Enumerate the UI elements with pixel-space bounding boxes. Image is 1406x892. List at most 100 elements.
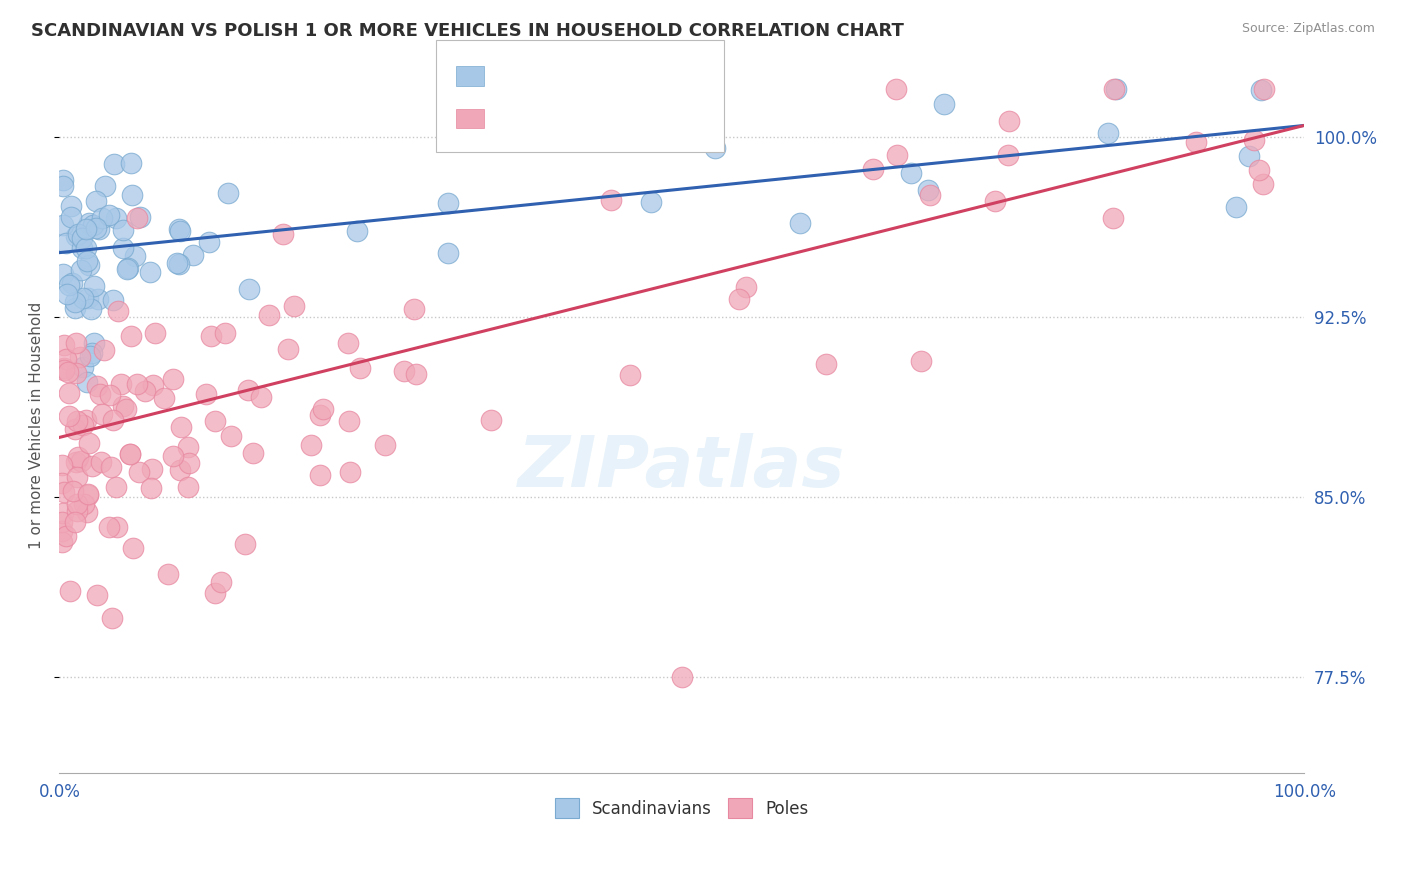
Point bbox=[107, 304, 129, 318]
Point bbox=[75, 241, 97, 255]
Point bbox=[349, 361, 371, 376]
Point bbox=[100, 460, 122, 475]
Point bbox=[309, 408, 332, 422]
Point bbox=[1247, 162, 1270, 177]
Point bbox=[169, 420, 191, 434]
Point bbox=[437, 246, 460, 260]
Point bbox=[77, 292, 100, 306]
Point bbox=[920, 187, 942, 202]
Point bbox=[886, 147, 908, 161]
Point bbox=[312, 401, 335, 416]
Point bbox=[339, 465, 361, 479]
Point bbox=[209, 575, 232, 590]
Point bbox=[299, 438, 322, 452]
Point bbox=[65, 294, 87, 309]
Point bbox=[112, 399, 135, 413]
Point bbox=[1253, 82, 1275, 96]
Point bbox=[162, 449, 184, 463]
Point bbox=[66, 504, 89, 518]
Point bbox=[58, 365, 80, 379]
Point bbox=[66, 414, 89, 428]
Point bbox=[156, 566, 179, 581]
Point bbox=[122, 541, 145, 556]
Point bbox=[115, 401, 138, 416]
Point bbox=[734, 279, 756, 293]
Point bbox=[728, 293, 751, 307]
Point bbox=[169, 224, 191, 238]
Point bbox=[98, 388, 121, 402]
Point bbox=[599, 194, 621, 208]
Point bbox=[65, 335, 87, 350]
Point bbox=[72, 291, 94, 305]
Point bbox=[910, 354, 932, 368]
Text: R = 0.506   N =  73: R = 0.506 N = 73 bbox=[494, 65, 669, 83]
Point bbox=[51, 458, 73, 473]
Point bbox=[69, 351, 91, 365]
Y-axis label: 1 or more Vehicles in Household: 1 or more Vehicles in Household bbox=[30, 301, 44, 549]
Point bbox=[94, 178, 117, 193]
Point bbox=[67, 227, 90, 242]
Point bbox=[52, 268, 75, 282]
Point bbox=[271, 227, 294, 242]
Point bbox=[51, 534, 73, 549]
Point bbox=[437, 195, 460, 210]
Point bbox=[65, 515, 87, 529]
Point bbox=[346, 224, 368, 238]
Point bbox=[120, 329, 142, 343]
Point bbox=[53, 363, 76, 377]
Point bbox=[97, 520, 120, 534]
Point bbox=[58, 584, 80, 599]
Point bbox=[65, 455, 87, 469]
Point bbox=[900, 166, 922, 180]
Point bbox=[259, 308, 281, 322]
Point bbox=[233, 537, 256, 551]
Point bbox=[53, 360, 76, 375]
Point bbox=[80, 345, 103, 359]
Point bbox=[1237, 148, 1260, 162]
Point bbox=[214, 326, 236, 341]
Point bbox=[52, 173, 75, 187]
Point bbox=[58, 409, 80, 423]
Point bbox=[51, 475, 73, 490]
Text: SCANDINAVIAN VS POLISH 1 OR MORE VEHICLES IN HOUSEHOLD CORRELATION CHART: SCANDINAVIAN VS POLISH 1 OR MORE VEHICLE… bbox=[31, 22, 904, 40]
Point bbox=[1243, 133, 1265, 147]
Point bbox=[80, 302, 103, 317]
Point bbox=[112, 241, 135, 255]
Point bbox=[934, 96, 956, 111]
Point bbox=[250, 390, 273, 404]
Point bbox=[238, 282, 260, 296]
Point bbox=[89, 386, 111, 401]
Point bbox=[111, 223, 134, 237]
Point bbox=[998, 113, 1021, 128]
Point bbox=[917, 183, 939, 197]
Point bbox=[51, 524, 73, 538]
Point bbox=[104, 211, 127, 225]
Point bbox=[141, 462, 163, 476]
Point bbox=[75, 413, 97, 427]
Point bbox=[337, 413, 360, 427]
Point bbox=[52, 218, 75, 232]
Point bbox=[115, 261, 138, 276]
Point bbox=[79, 258, 101, 272]
Point bbox=[142, 377, 165, 392]
Point bbox=[125, 376, 148, 391]
Point bbox=[59, 210, 82, 224]
Point bbox=[104, 480, 127, 494]
Point bbox=[55, 529, 77, 543]
Point bbox=[1250, 83, 1272, 97]
Point bbox=[236, 383, 259, 397]
Point bbox=[374, 438, 396, 452]
Point bbox=[79, 216, 101, 230]
Point bbox=[72, 359, 94, 374]
Point bbox=[93, 343, 115, 358]
Legend: Scandinavians, Poles: Scandinavians, Poles bbox=[548, 792, 815, 824]
Point bbox=[1185, 135, 1208, 149]
Point bbox=[1102, 82, 1125, 96]
Point bbox=[277, 342, 299, 356]
Point bbox=[66, 470, 89, 484]
Point bbox=[884, 82, 907, 96]
Point bbox=[177, 440, 200, 454]
Point bbox=[984, 194, 1007, 208]
Point bbox=[640, 195, 662, 210]
Point bbox=[166, 256, 188, 270]
